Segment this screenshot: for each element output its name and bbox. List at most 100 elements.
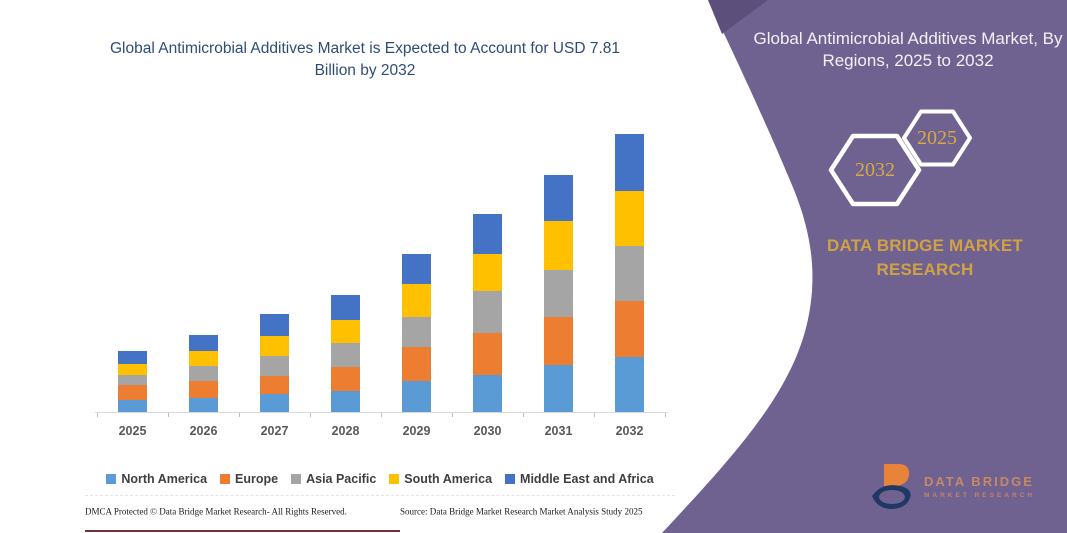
footer-divider [85, 495, 675, 496]
bar-segment [544, 269, 573, 318]
bar-segment [615, 357, 644, 412]
footer-dmca-text: DMCA Protected © Data Bridge Market Rese… [85, 507, 347, 517]
bar-segment [544, 221, 573, 270]
bar-2032 [615, 133, 644, 412]
bar-2029 [402, 254, 431, 412]
legend-label: Middle East and Africa [520, 472, 654, 486]
bar-segment [331, 367, 360, 392]
bar-segment [615, 133, 644, 191]
bar-segment [189, 335, 218, 352]
x-axis-label: 2025 [118, 424, 147, 438]
bar-2027 [260, 314, 289, 412]
dbmr-logo: DATA BRIDGE MARKET RESEARCH [866, 456, 1051, 516]
bar-segment [331, 319, 360, 344]
x-axis-label: 2026 [189, 424, 218, 438]
bar-2025 [118, 351, 147, 412]
legend-label: Asia Pacific [306, 472, 377, 486]
axis-tick [97, 413, 98, 417]
bar-segment [615, 246, 644, 301]
hexagon-2025-label: 2025 [917, 127, 957, 149]
legend-swatch-icon [291, 474, 302, 484]
bar-segment [260, 394, 289, 412]
bar-segment [189, 366, 218, 382]
bar-2028 [331, 294, 360, 412]
bar-segment [260, 376, 289, 395]
brand-text: DATA BRIDGE MARKET RESEARCH [827, 236, 1023, 279]
legend-swatch-icon [505, 474, 516, 484]
stacked-bar-plot [95, 100, 668, 412]
legend-swatch-icon [220, 474, 231, 484]
x-axis-label: 2031 [544, 424, 573, 438]
bar-segment [544, 174, 573, 222]
legend-item: South America [389, 472, 492, 486]
bar-segment [118, 399, 147, 412]
axis-tick [239, 413, 240, 417]
axis-tick [594, 413, 595, 417]
bar-segment [544, 317, 573, 365]
bar-segment [402, 381, 431, 412]
purple-dark-corner-triangle [708, 0, 768, 34]
x-axis-label: 2029 [402, 424, 431, 438]
x-axis-line [95, 412, 668, 417]
bar-segment [260, 336, 289, 357]
bar-segment [331, 343, 360, 368]
bar-segment [402, 317, 431, 347]
axis-tick [523, 413, 524, 417]
bar-segment [260, 356, 289, 377]
hexagon-2025 [902, 109, 972, 167]
bar-segment [544, 364, 573, 412]
axis-tick [381, 413, 382, 417]
bar-segment [402, 284, 431, 318]
hexagon-2032-label: 2032 [855, 159, 895, 181]
bar-segment [331, 294, 360, 320]
bar-segment [473, 213, 502, 254]
legend-item: North America [106, 472, 207, 486]
bar-2026 [189, 335, 218, 412]
bar-segment [189, 398, 218, 412]
x-axis-label: 2027 [260, 424, 289, 438]
axis-tick [452, 413, 453, 417]
bar-segment [118, 374, 147, 385]
axis-tick [665, 413, 666, 417]
bar-segment [473, 291, 502, 333]
x-axis-label: 2032 [615, 424, 644, 438]
bar-segment [473, 332, 502, 375]
footer-source-text: Source: Data Bridge Market Research Mark… [400, 507, 643, 517]
bar-segment [473, 253, 502, 292]
legend-label: North America [121, 472, 208, 486]
legend-item: Middle East and Africa [505, 472, 654, 486]
bar-segment [473, 374, 502, 412]
bottom-maroon-line [85, 530, 400, 532]
bar-segment [402, 346, 431, 382]
x-axis-label: 2028 [331, 424, 360, 438]
bar-segment [615, 190, 644, 247]
logo-wordmark-line2: MARKET RESEARCH [924, 491, 1036, 499]
bar-segment [118, 384, 147, 400]
x-axis-labels: 2025 2026 2027 2028 2029 2030 2031 2032 [95, 424, 668, 440]
hexagon-2032 [828, 133, 922, 207]
dbmr-logo-icon [872, 464, 911, 509]
right-panel-heading: Global Antimicrobial Additives Market, B… [753, 29, 1063, 71]
bar-segment [615, 300, 644, 358]
bar-segment [189, 381, 218, 399]
bar-segment [260, 314, 289, 337]
bar-segment [118, 351, 147, 365]
legend-swatch-icon [389, 474, 400, 484]
bar-segment [331, 391, 360, 412]
logo-wordmark-line1: DATA BRIDGE [924, 473, 1034, 489]
chart-title: Global Antimicrobial Additives Market is… [109, 40, 621, 80]
x-axis-label: 2030 [473, 424, 502, 438]
axis-tick [310, 413, 311, 417]
legend-item: Europe [220, 472, 278, 486]
bar-segment [402, 254, 431, 285]
chart-legend: North America Europe Asia Pacific South Ame… [83, 472, 677, 486]
legend-item: Asia Pacific [291, 472, 376, 486]
bar-segment [189, 351, 218, 367]
bar-2030 [473, 213, 502, 412]
legend-label: South America [404, 472, 493, 486]
bar-segment [118, 364, 147, 375]
bar-2031 [544, 174, 573, 412]
legend-label: Europe [235, 472, 279, 486]
